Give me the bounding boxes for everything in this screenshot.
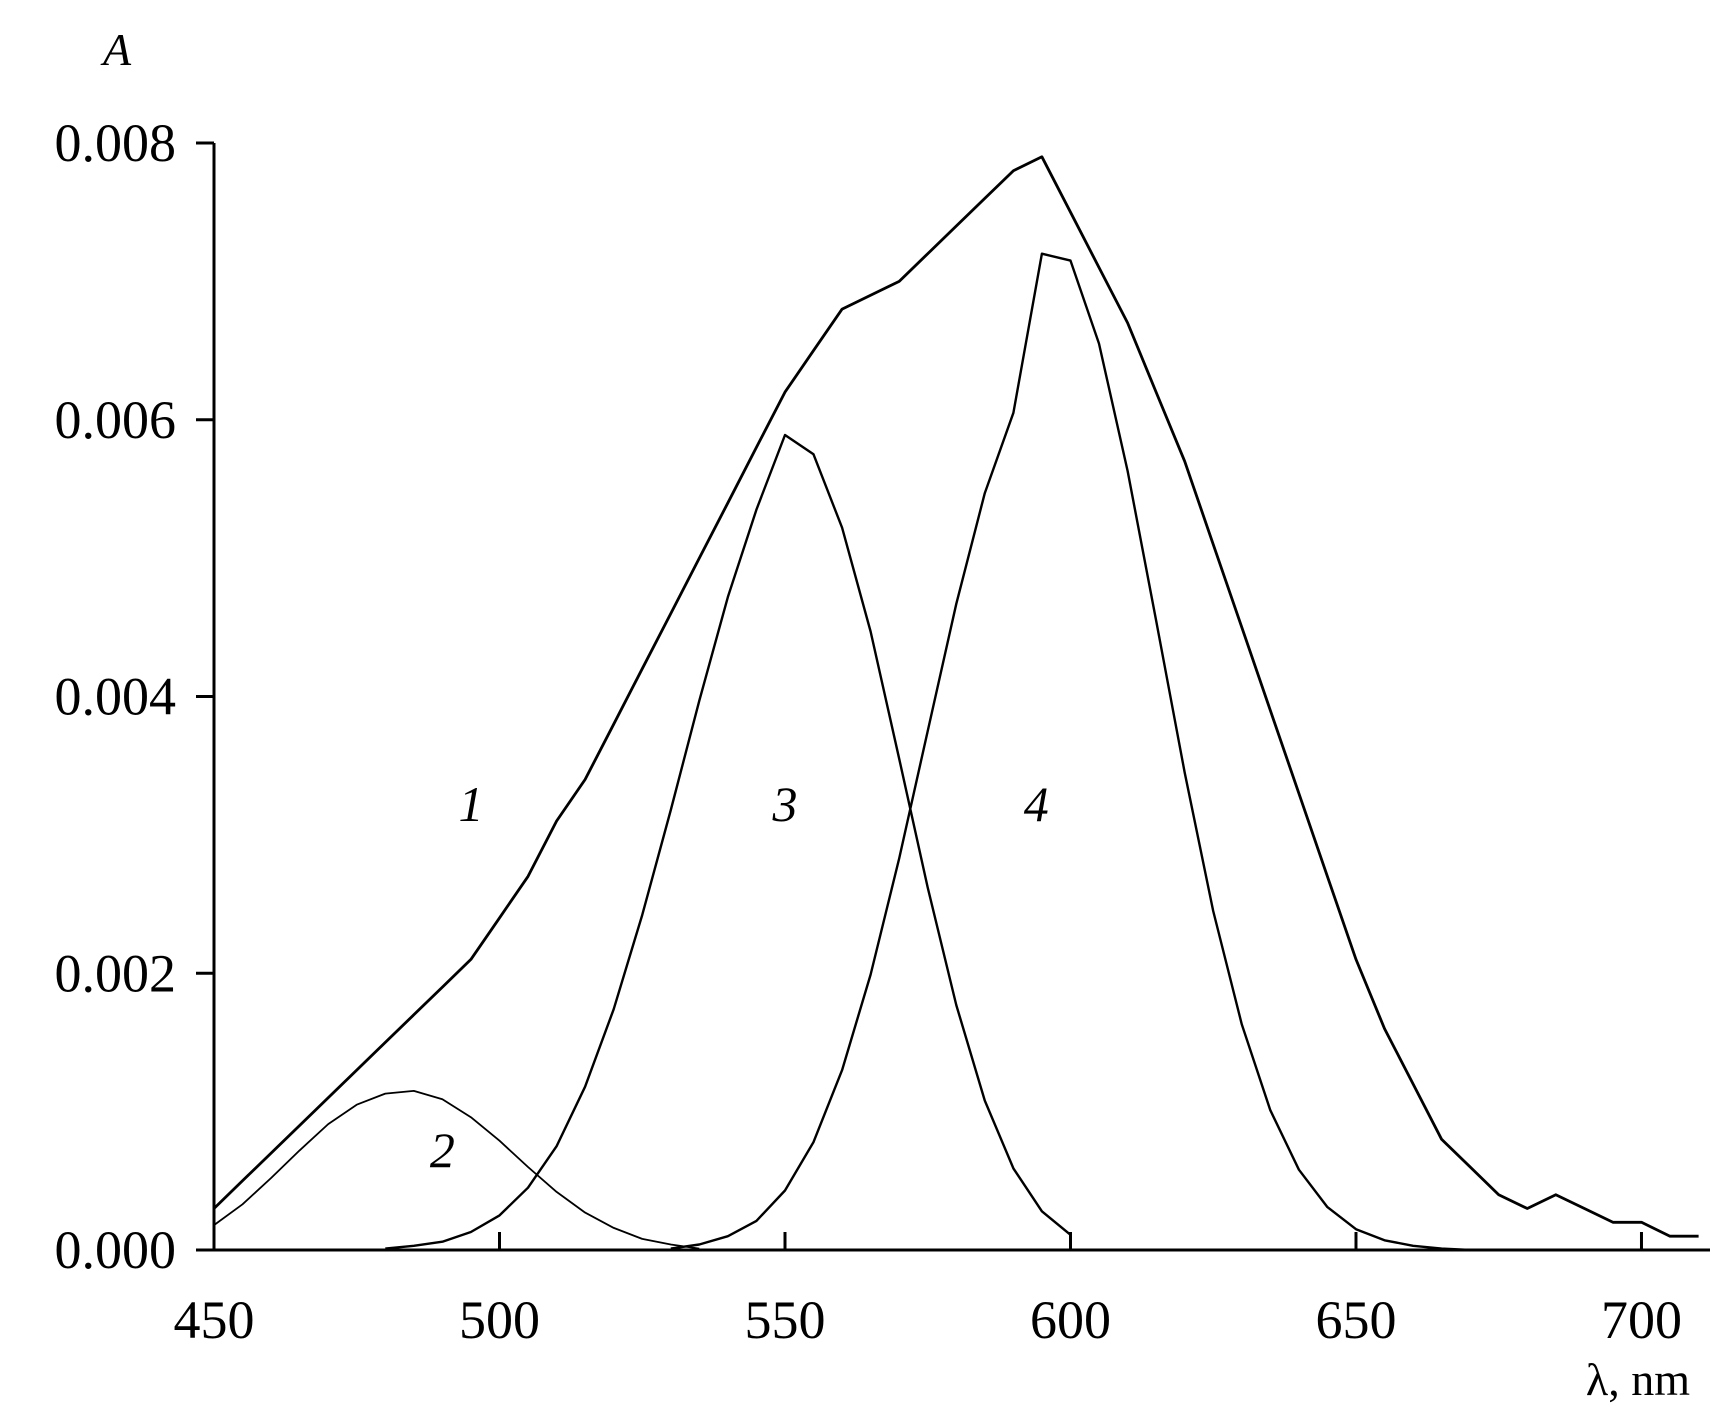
curve-1	[213, 155, 1699, 1238]
curve-2	[213, 1090, 700, 1250]
y-axis-label: A	[100, 24, 132, 75]
chart-axes: 0.000 0.002 0.004 0.006 0.008 450 500 550 600 650…	[55, 113, 1710, 1350]
x-tick-label: 500	[459, 1290, 540, 1350]
curve-label-1: 1	[458, 776, 483, 832]
x-axis-label: λ, nm	[1586, 1354, 1690, 1405]
x-tick-label: 550	[744, 1290, 825, 1350]
x-tick-label: 600	[1030, 1290, 1111, 1350]
x-tick-label: 650	[1315, 1290, 1396, 1350]
curve-label-2: 2	[430, 1122, 455, 1178]
y-tick-label: 0.004	[55, 667, 177, 727]
y-tick-label: 0.006	[55, 390, 177, 450]
curve-label-3: 3	[771, 776, 797, 832]
curve-3	[385, 433, 1072, 1250]
x-tick-label: 450	[174, 1290, 255, 1350]
curve-label-4: 4	[1024, 776, 1049, 832]
x-tick-label: 700	[1601, 1290, 1682, 1350]
y-tick-label: 0.000	[55, 1220, 177, 1280]
chart-labels: 1 2 3 4	[430, 776, 1049, 1178]
y-tick-label: 0.002	[55, 943, 177, 1003]
y-tick-label: 0.008	[55, 113, 177, 173]
curve-4	[670, 252, 1471, 1252]
chart-curves	[213, 155, 1699, 1252]
